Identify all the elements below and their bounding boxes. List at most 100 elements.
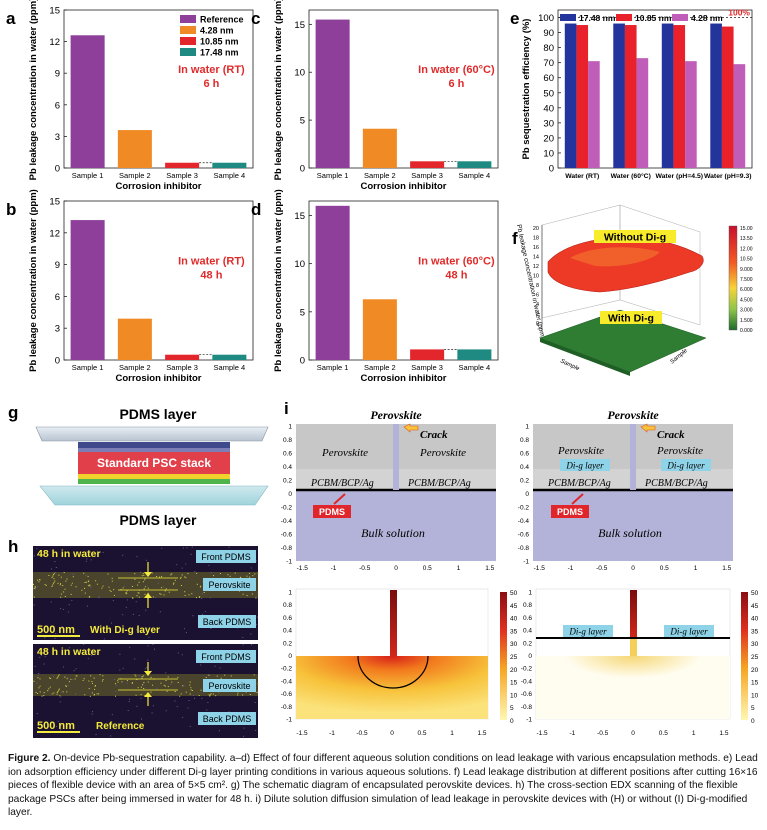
edx-dot bbox=[98, 597, 100, 599]
edx-dot bbox=[200, 585, 202, 587]
edx-bottom-perovskite-band bbox=[33, 674, 258, 696]
y-tick-label: 0 bbox=[300, 164, 305, 175]
colorbar-tick-label: 12.00 bbox=[740, 246, 753, 252]
y-tick-label: -0.2 bbox=[518, 505, 530, 512]
dig-right-bg bbox=[664, 625, 714, 637]
edx-dot bbox=[36, 586, 38, 588]
edx-dot bbox=[113, 594, 115, 596]
edx-dot bbox=[63, 608, 65, 610]
edx-bottom-front-bg bbox=[196, 650, 256, 663]
x-tick-label: Sample 1 bbox=[317, 171, 349, 180]
edx-dot bbox=[44, 584, 46, 586]
edx-dot bbox=[161, 576, 163, 578]
edx-dot bbox=[210, 572, 212, 573]
colorbar-tick-label: 50 bbox=[751, 590, 759, 597]
edx-dot bbox=[43, 692, 45, 694]
edx-top-noise bbox=[33, 546, 259, 640]
edx-dot bbox=[37, 675, 39, 677]
edx-dot bbox=[36, 548, 38, 550]
edx-dot bbox=[126, 599, 128, 601]
y-tick-label: 9 bbox=[55, 260, 60, 271]
x-axis-label: Sample bbox=[559, 358, 581, 372]
y-axis-label: Pb sequestration efficiency (%) bbox=[521, 19, 532, 160]
colorbar-tick-label: 6.000 bbox=[740, 287, 753, 293]
y-tick-label: 0.6 bbox=[283, 615, 292, 622]
edx-dot bbox=[92, 682, 93, 684]
edx-dot bbox=[138, 581, 140, 583]
edx-dot bbox=[128, 701, 130, 703]
edx-dot bbox=[154, 648, 155, 650]
edx-dot bbox=[151, 572, 153, 574]
edx-dot bbox=[164, 590, 166, 592]
edx-dot bbox=[58, 689, 60, 691]
edx-dot bbox=[177, 676, 179, 678]
edx-dot bbox=[53, 581, 55, 583]
edx-dot bbox=[185, 577, 187, 579]
edx-dot bbox=[35, 691, 37, 693]
edx-dot bbox=[155, 597, 157, 599]
edx-dot bbox=[68, 681, 70, 683]
edx-dot bbox=[192, 695, 194, 696]
edx-dot bbox=[41, 654, 43, 656]
edx-dot bbox=[228, 711, 230, 713]
edx-dot bbox=[142, 573, 144, 575]
edx-dot bbox=[68, 604, 70, 606]
colorbar-tick-label: 25 bbox=[751, 654, 759, 661]
panel-d-bar-chart: d 0 5 10 15 Sample 1 Sample 2 Sample 3 Sample 4 C… bbox=[251, 189, 499, 384]
crack-lower bbox=[630, 638, 637, 656]
edx-dot bbox=[144, 695, 146, 697]
edx-dot bbox=[189, 693, 191, 695]
x-tick-label: -1.5 bbox=[534, 565, 546, 572]
edx-dot bbox=[91, 713, 93, 715]
edx-dot bbox=[84, 694, 86, 696]
x-tick-label: -1 bbox=[331, 565, 337, 572]
edx-top-time: 48 h in water bbox=[37, 548, 101, 560]
edx-dot bbox=[181, 574, 183, 576]
edx-dot bbox=[87, 585, 89, 587]
edx-dot bbox=[140, 686, 142, 688]
y-tick-label: 15 bbox=[294, 211, 305, 222]
y-tick-label: -0.8 bbox=[281, 545, 293, 552]
edx-dot bbox=[142, 675, 144, 677]
panel-b-bar-chart: b 0 3 6 9 12 15 Sample 1 Sample 2 Sample 3 Sample … bbox=[6, 189, 254, 384]
edx-bottom-arrowhead-down bbox=[144, 671, 152, 676]
colorbar-tick-label: 10 bbox=[510, 692, 518, 699]
edx-dot bbox=[174, 691, 176, 692]
edx-dot bbox=[184, 576, 186, 578]
edx-dot bbox=[74, 678, 76, 680]
colorbar-tick-label: 9.000 bbox=[740, 267, 753, 273]
x-tick-label: Water (RT) bbox=[565, 173, 599, 180]
y-tick-label: 20 bbox=[543, 133, 554, 144]
crack-concentration bbox=[630, 590, 637, 638]
edx-dot bbox=[180, 585, 182, 586]
edx-dot bbox=[140, 676, 142, 678]
edx-dot bbox=[83, 644, 85, 646]
z-tick-label: 8 bbox=[536, 283, 539, 289]
colorbar-tick-label: 40 bbox=[751, 616, 759, 623]
time-label: 48 h bbox=[200, 270, 222, 282]
edx-dot bbox=[212, 693, 214, 695]
edx-dot bbox=[33, 583, 34, 585]
edx-dot bbox=[70, 593, 72, 595]
edx-dot bbox=[57, 676, 59, 678]
edx-dot bbox=[246, 575, 248, 577]
colorbar-tick-label: 15.00 bbox=[740, 226, 753, 232]
edx-dot bbox=[145, 559, 147, 561]
y-tick-label: 0 bbox=[55, 356, 60, 367]
edx-dot bbox=[136, 705, 138, 707]
edx-dot bbox=[41, 695, 43, 697]
bar bbox=[710, 23, 722, 168]
edx-dot bbox=[39, 685, 41, 687]
edx-dot bbox=[256, 616, 258, 618]
x-tick-label: -0.5 bbox=[356, 730, 368, 737]
edx-dot bbox=[70, 584, 72, 586]
edx-top-back-bg bbox=[198, 615, 256, 628]
edx-dot bbox=[44, 637, 46, 639]
y-tick-label: 15 bbox=[49, 197, 60, 208]
edx-dot bbox=[171, 573, 173, 575]
y-tick-label: 0.8 bbox=[523, 602, 532, 609]
x-tick-label: 0.5 bbox=[659, 730, 668, 737]
legend-swatch bbox=[616, 14, 632, 21]
colorbar bbox=[741, 592, 748, 720]
edx-dot bbox=[147, 681, 149, 683]
